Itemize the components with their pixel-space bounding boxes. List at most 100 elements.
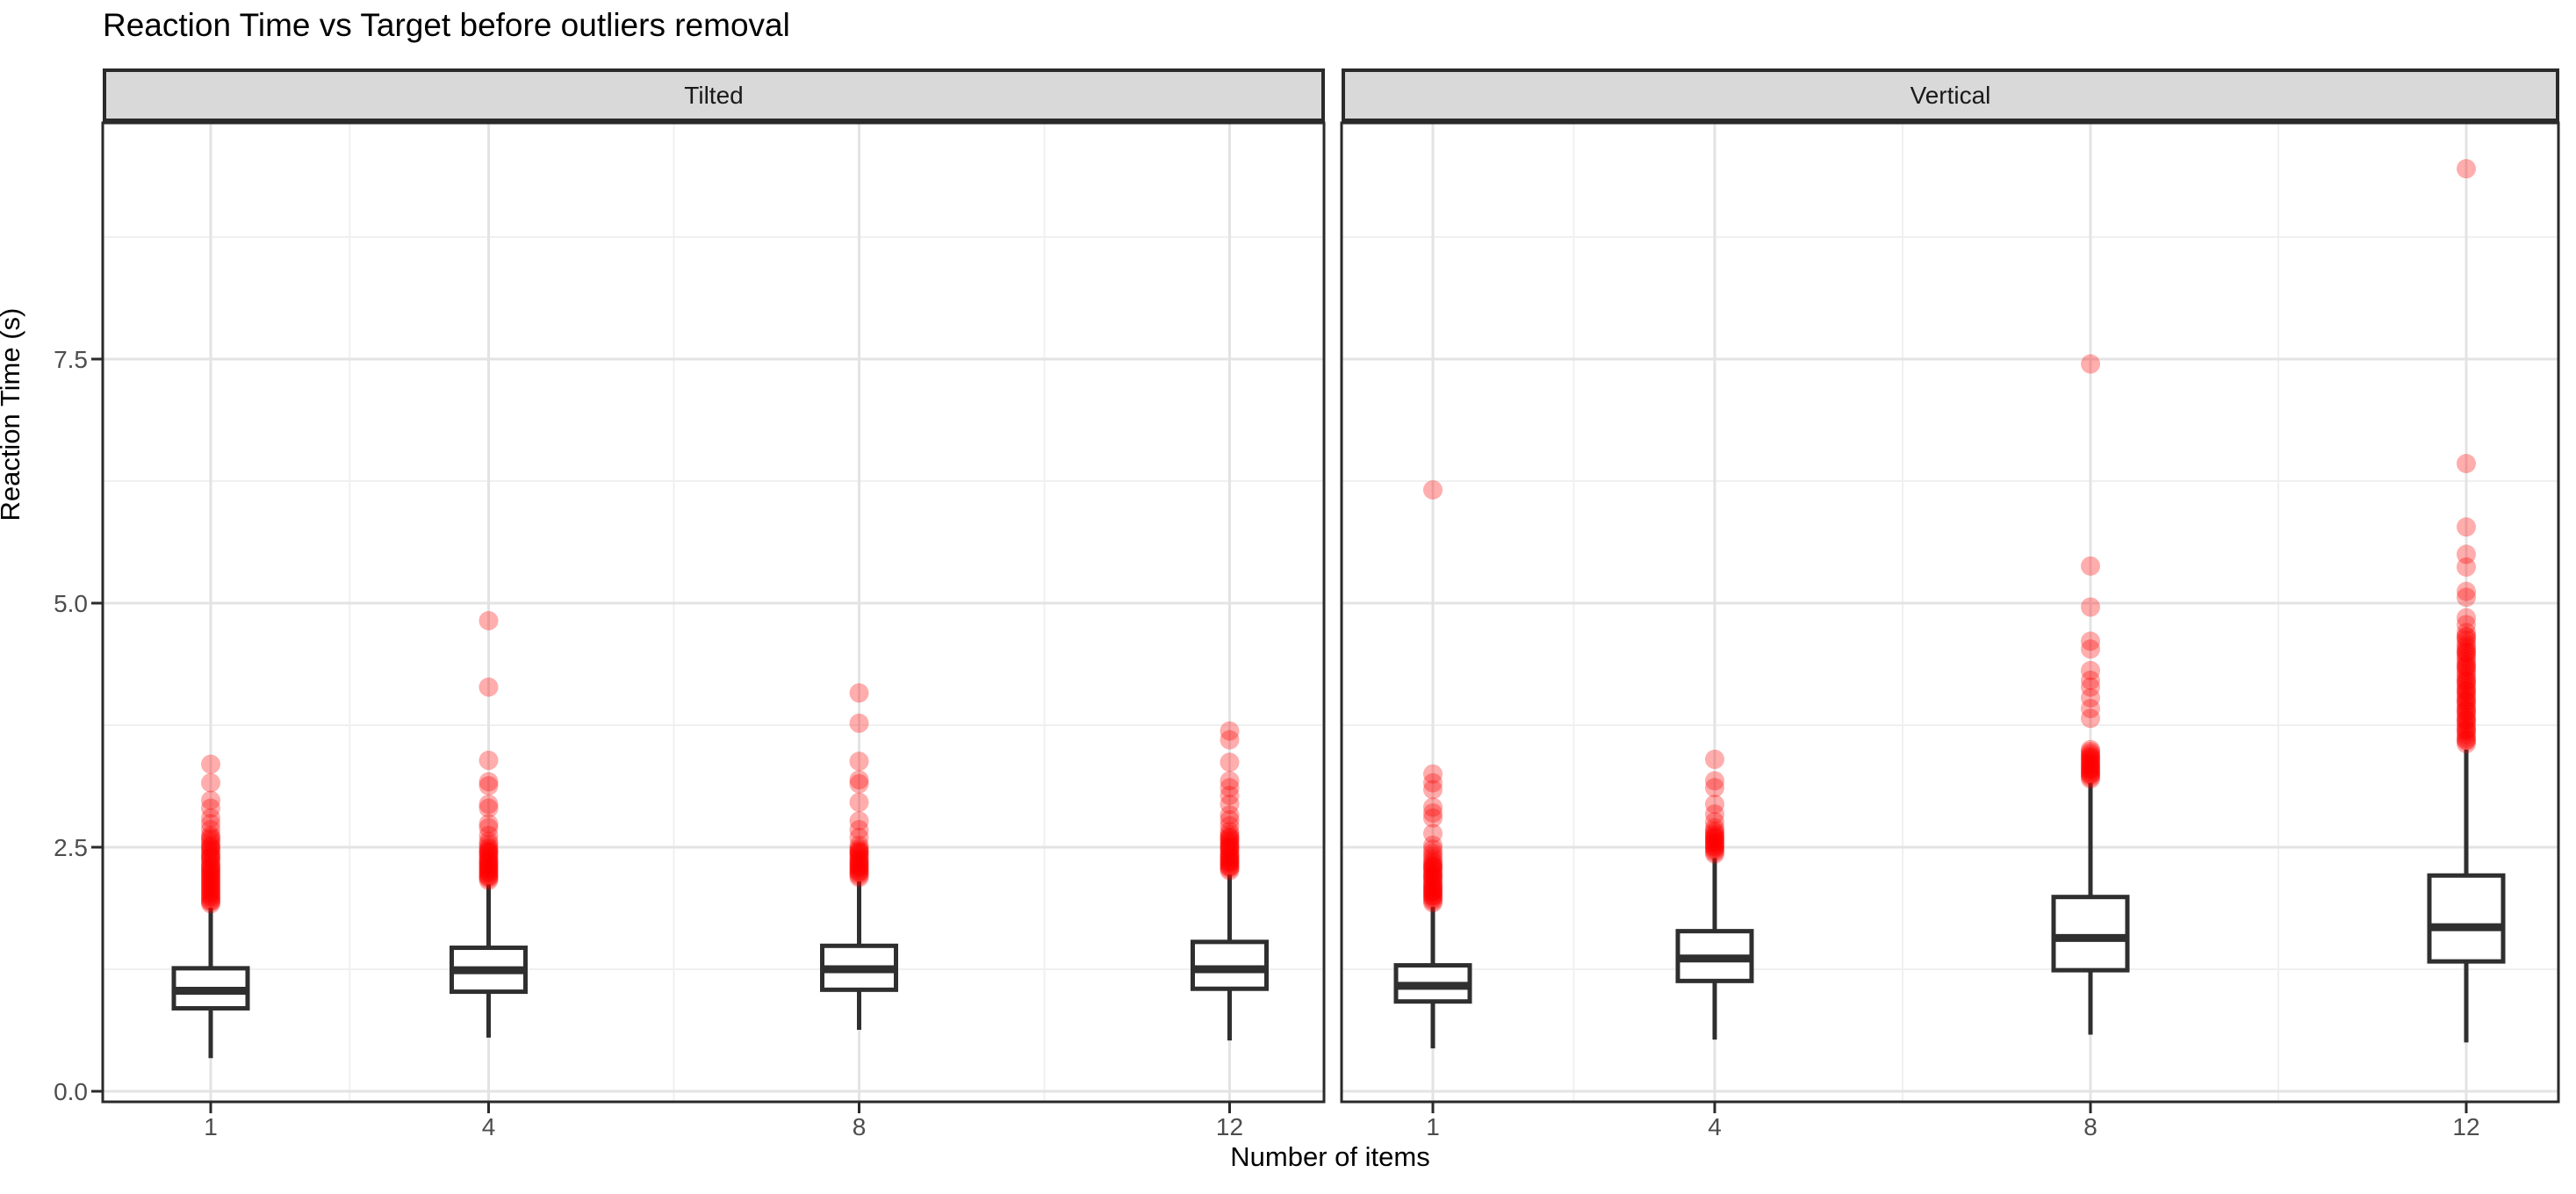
outlier-point [201,858,220,878]
outlier-point [2081,708,2100,729]
outlier-point [849,852,869,872]
outlier-point [1705,844,1724,864]
outlier-point [479,852,499,873]
outlier-point [201,881,220,902]
outlier-point [479,798,499,818]
outlier-point [2081,749,2100,769]
outlier-point [201,888,220,909]
outlier-point [2081,755,2100,775]
outlier-point [1423,885,1443,905]
outlier-point [201,877,220,897]
outlier-point [1423,888,1443,909]
outlier-point [2081,744,2100,764]
box-iqr [2051,895,2130,973]
outlier-point [1220,851,1240,871]
outlier-point [2457,722,2476,742]
outlier-point [201,850,220,870]
outlier-point [479,857,499,877]
outlier-point [2457,708,2476,728]
outlier-point [1423,861,1443,881]
outlier-point [201,830,220,850]
outlier-point [849,858,869,878]
outlier-point [1220,827,1240,847]
outlier-point [849,770,869,790]
outlier-point [1220,721,1240,741]
outlier-point [2457,730,2476,750]
outlier-point [479,841,499,861]
outlier-point [1705,838,1724,859]
outlier-point [479,851,499,871]
outlier-point [1220,805,1240,825]
outlier-point [1220,730,1240,750]
outlier-point [2081,739,2100,759]
outlier-point [1423,877,1443,897]
outlier-point [201,855,220,875]
outlier-point [2457,637,2476,658]
x-tick-label: 12 [2452,1113,2479,1140]
outlier-point [849,683,869,703]
outlier-point [2081,753,2100,773]
outlier-point [201,865,220,885]
outlier-point [2457,651,2476,672]
outlier-point [2081,759,2100,780]
outlier-point [2457,660,2476,680]
outlier-point [201,773,220,793]
outlier-point [1220,852,1240,873]
outlier-point [2081,757,2100,777]
outlier-point [201,838,220,859]
panel-background [103,123,1324,1102]
outlier-point [2457,581,2476,601]
outlier-point [1220,795,1240,815]
outlier-point [1220,859,1240,879]
outlier-point [201,862,220,882]
outlier-point [849,752,869,772]
outlier-point [2457,681,2476,701]
outlier-point [2457,684,2476,704]
outlier-point [479,677,499,697]
outlier-point [201,894,220,914]
outlier-point [2457,681,2476,701]
outlier-point [1423,852,1443,872]
outlier-point [201,873,220,893]
outlier-point [849,853,869,874]
outlier-point [201,871,220,891]
outlier-point [2081,765,2100,785]
outlier-point [2081,677,2100,697]
outlier-point [849,713,869,733]
outlier-point [1423,881,1443,902]
outlier-point [1220,855,1240,875]
outlier-point [1705,827,1724,847]
outlier-point [2457,649,2476,669]
outlier-point [1220,845,1240,865]
facet-strip-label: Tilted [684,81,744,109]
outlier-point [2457,666,2476,687]
outlier-point [849,857,869,877]
outlier-point [1423,480,1443,500]
outlier-point [849,810,869,831]
outlier-point [201,835,220,855]
outlier-point [479,795,499,815]
facet-strip-vertical: Vertical [1342,68,2559,122]
y-tick-label: 2.5 [54,834,88,861]
outlier-point [1705,778,1724,798]
outlier-point [479,751,499,771]
outlier-point [2081,763,2100,783]
outlier-point [201,852,220,873]
outlier-point [1705,838,1724,857]
outlier-point [1705,836,1724,856]
x-tick-label: 12 [1216,1113,1243,1140]
x-tick-label: 4 [1708,1113,1722,1140]
outlier-point [1423,773,1443,793]
outlier-point [2457,691,2476,711]
outlier-point [2081,754,2100,774]
outlier-point [1220,822,1240,842]
outlier-point [1705,771,1724,791]
outlier-point [849,850,869,870]
outlier-point [1220,830,1240,850]
outlier-point [201,754,220,774]
outlier-point [1423,849,1443,869]
outlier-point [479,867,499,887]
x-tick-label: 1 [204,1113,218,1140]
outlier-point [201,867,220,888]
